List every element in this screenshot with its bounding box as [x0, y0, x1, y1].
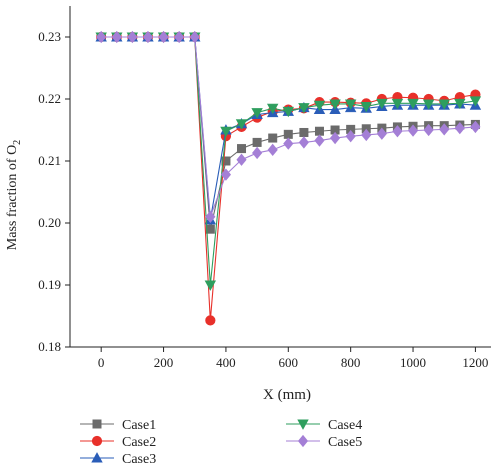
data-point: [314, 126, 324, 136]
y-tick-label: 0.23: [38, 29, 61, 44]
series-layer: [95, 30, 482, 326]
data-point: [313, 100, 326, 112]
series-line: [101, 36, 476, 217]
data-point: [96, 30, 107, 44]
legend-marker: [91, 435, 103, 447]
series-case1: [96, 32, 480, 234]
data-point: [407, 124, 419, 137]
series-case5: [96, 30, 481, 223]
legend-label: Case4: [328, 418, 362, 433]
data-point: [205, 315, 216, 326]
data-point: [204, 280, 217, 291]
data-point: [360, 101, 372, 113]
legend-label: Case1: [122, 418, 156, 433]
x-tick-label: 1000: [400, 355, 426, 370]
data-point: [454, 121, 465, 135]
legend-item-case4: Case4: [286, 418, 362, 433]
data-point: [438, 99, 450, 110]
y-axis-label-main: Mass fraction of O: [5, 145, 20, 250]
legend-marker: [92, 419, 102, 429]
data-point: [392, 125, 403, 138]
data-point: [407, 98, 419, 110]
data-point: [252, 146, 263, 160]
y-axis-label-subscript: 2: [12, 140, 23, 145]
y-axis-label: Mass fraction of O2: [5, 140, 23, 250]
x-tick-label: 600: [279, 355, 299, 370]
legend-marker: [297, 419, 309, 430]
data-point: [142, 30, 154, 44]
data-point: [470, 120, 481, 134]
data-point: [376, 127, 387, 140]
data-point: [282, 106, 295, 118]
data-point: [111, 30, 122, 44]
data-point: [283, 129, 293, 139]
data-point: [299, 127, 309, 137]
data-point: [252, 137, 262, 147]
data-point: [205, 224, 215, 234]
axis-labels: X (mm) Mass fraction of O2: [5, 140, 311, 403]
data-point: [314, 134, 325, 147]
legend-label: Case5: [328, 435, 362, 450]
x-tick-label: 400: [216, 355, 236, 370]
data-point: [237, 144, 247, 154]
legend-marker: [297, 434, 309, 448]
data-point: [344, 99, 357, 110]
data-point: [345, 130, 356, 143]
x-axis-label: X (mm): [263, 387, 311, 403]
legend-item-case3: Case3: [80, 452, 156, 467]
data-point: [189, 30, 200, 44]
data-point: [439, 123, 450, 136]
y-tick-label: 0.18: [38, 339, 61, 354]
data-point: [267, 143, 278, 157]
legend-label: Case2: [122, 435, 156, 450]
data-point: [221, 156, 231, 166]
data-point: [236, 153, 247, 166]
x-tick-label: 1200: [462, 355, 488, 370]
data-point: [205, 210, 216, 223]
data-point: [268, 133, 278, 143]
data-point: [127, 30, 138, 44]
legend: Case1 Case2 Case3 Case4 Case5: [80, 418, 362, 467]
data-point: [391, 98, 404, 110]
series-line: [101, 36, 476, 286]
legend-marker: [91, 452, 103, 463]
y-tick-label: 0.19: [38, 277, 61, 292]
series-line: [101, 36, 476, 220]
legend-item-case2: Case2: [80, 435, 156, 450]
axes: 0 200 400 600 800 1000 1200 0.18 0.19 0.20 0.21 0.2…: [38, 6, 491, 370]
data-point: [298, 103, 310, 114]
data-point: [220, 126, 232, 138]
data-point: [251, 108, 263, 119]
data-point: [158, 30, 169, 44]
x-tick-label: 800: [341, 355, 361, 370]
data-point: [376, 98, 388, 110]
data-point: [283, 137, 294, 150]
series-case4: [95, 32, 482, 291]
legend-label: Case3: [122, 452, 156, 467]
data-point: [469, 96, 482, 107]
x-tick-label: 0: [98, 355, 105, 370]
data-point: [235, 119, 248, 130]
y-tick-label: 0.22: [38, 91, 61, 106]
x-tick-label: 200: [154, 355, 174, 370]
y-tick-label: 0.20: [38, 215, 61, 230]
data-point: [422, 99, 435, 110]
data-point: [329, 99, 341, 110]
data-point: [329, 131, 341, 145]
data-point: [361, 128, 372, 142]
y-tick-label: 0.21: [38, 153, 61, 168]
data-point: [423, 123, 434, 137]
series-case3: [95, 31, 482, 225]
data-point: [454, 98, 466, 110]
data-point: [266, 103, 279, 115]
data-point: [298, 136, 309, 149]
data-point: [220, 168, 232, 181]
data-point: [174, 30, 185, 44]
legend-item-case5: Case5: [286, 434, 362, 450]
series-line: [101, 36, 476, 321]
legend-item-case1: Case1: [80, 418, 156, 433]
series-case2: [96, 31, 481, 326]
